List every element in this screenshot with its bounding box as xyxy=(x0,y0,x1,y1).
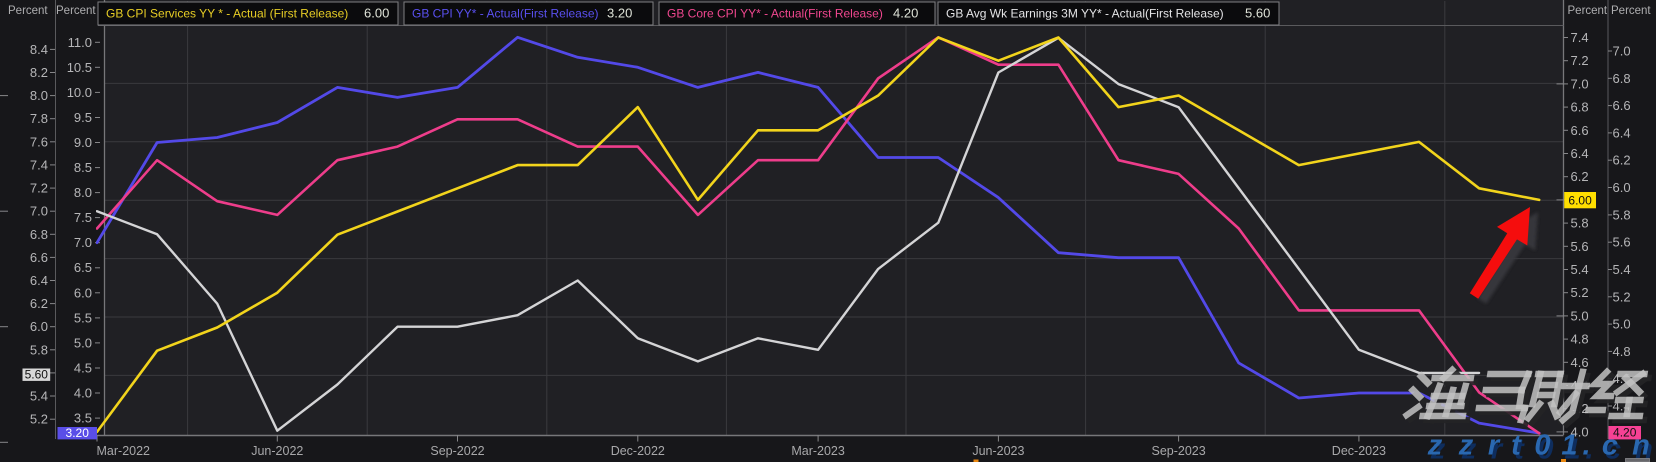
svg-text:4.5: 4.5 xyxy=(74,361,92,376)
svg-text:.: . xyxy=(1585,434,1593,462)
svg-text:Dec-2022: Dec-2022 xyxy=(611,444,665,458)
svg-text:5.0: 5.0 xyxy=(1613,317,1631,332)
svg-text:5.2: 5.2 xyxy=(30,412,48,427)
svg-text:10.5: 10.5 xyxy=(67,60,92,75)
svg-text:t: t xyxy=(1511,430,1522,462)
svg-text:6.0: 6.0 xyxy=(30,319,48,334)
svg-text:6.6: 6.6 xyxy=(1613,98,1631,113)
svg-text:4.0: 4.0 xyxy=(74,386,92,401)
svg-text:6.0: 6.0 xyxy=(1613,180,1631,195)
svg-text:6.00: 6.00 xyxy=(364,6,389,21)
svg-text:4.0: 4.0 xyxy=(1571,424,1589,439)
svg-text:r: r xyxy=(1491,434,1504,462)
svg-text:7.4: 7.4 xyxy=(30,157,48,172)
svg-text:Sep-2022: Sep-2022 xyxy=(430,444,484,458)
svg-text:z: z xyxy=(1430,434,1446,462)
svg-text:GB CPI YY* - Actual(First Rele: GB CPI YY* - Actual(First Release) xyxy=(412,7,599,21)
svg-text:z: z xyxy=(1427,430,1443,462)
svg-text:6.5: 6.5 xyxy=(74,260,92,275)
svg-text:Dec-2023: Dec-2023 xyxy=(1332,444,1386,458)
svg-text:Percent: Percent xyxy=(8,5,48,17)
svg-text:5.4: 5.4 xyxy=(30,389,48,404)
svg-text:6.0: 6.0 xyxy=(74,285,92,300)
svg-text:3.20: 3.20 xyxy=(66,426,90,440)
svg-text:8.5: 8.5 xyxy=(74,160,92,175)
svg-text:6.00: 6.00 xyxy=(1568,194,1592,208)
svg-text:7.2: 7.2 xyxy=(30,181,48,196)
svg-text:6.8: 6.8 xyxy=(1571,100,1589,115)
svg-text:Mar-2023: Mar-2023 xyxy=(791,444,845,458)
svg-text:6.4: 6.4 xyxy=(1571,146,1589,161)
svg-text:0: 0 xyxy=(1537,434,1553,462)
svg-text:8.0: 8.0 xyxy=(30,88,48,103)
svg-text:10.0: 10.0 xyxy=(67,85,92,100)
svg-text:7.0: 7.0 xyxy=(30,204,48,219)
svg-text:Jun-2022: Jun-2022 xyxy=(251,444,303,458)
svg-text:8.4: 8.4 xyxy=(30,42,48,57)
svg-text:n: n xyxy=(1635,434,1653,462)
svg-text:GB Avg Wk Earnings 3M YY* - Ac: GB Avg Wk Earnings 3M YY* - Actual(First… xyxy=(946,7,1224,21)
svg-text:1: 1 xyxy=(1561,430,1577,462)
svg-text:Sep-2023: Sep-2023 xyxy=(1151,444,1205,458)
svg-text:8.2: 8.2 xyxy=(30,65,48,80)
svg-text:6.4: 6.4 xyxy=(1613,125,1631,140)
svg-text:7.0: 7.0 xyxy=(74,235,92,250)
svg-text:0: 0 xyxy=(1534,430,1550,462)
svg-text:.: . xyxy=(1582,430,1590,462)
svg-text:5.4: 5.4 xyxy=(1613,262,1631,277)
svg-text:Jun-2023: Jun-2023 xyxy=(972,444,1024,458)
svg-text:1: 1 xyxy=(1564,434,1580,462)
svg-text:8.0: 8.0 xyxy=(74,185,92,200)
svg-text:5.4: 5.4 xyxy=(1571,262,1589,277)
svg-text:7.0: 7.0 xyxy=(1571,76,1589,91)
svg-text:5.6: 5.6 xyxy=(1613,235,1631,250)
svg-text:6.8: 6.8 xyxy=(30,227,48,242)
svg-text:Mar-2022: Mar-2022 xyxy=(97,444,151,458)
svg-text:4.20: 4.20 xyxy=(1613,426,1637,440)
svg-text:7.2: 7.2 xyxy=(1571,53,1589,68)
svg-text:z: z xyxy=(1458,430,1474,462)
svg-text:11.0: 11.0 xyxy=(68,35,92,50)
svg-text:Percent: Percent xyxy=(1611,5,1651,17)
svg-text:4.8: 4.8 xyxy=(1571,332,1589,347)
svg-text:3.5: 3.5 xyxy=(74,411,92,426)
svg-text:Percent: Percent xyxy=(1568,5,1608,17)
svg-text:5.8: 5.8 xyxy=(1613,207,1631,222)
svg-text:5.0: 5.0 xyxy=(74,335,92,350)
svg-text:GB Core CPI YY* - Actual(First: GB Core CPI YY* - Actual(First Release) xyxy=(667,7,883,21)
svg-text:r: r xyxy=(1488,430,1501,462)
svg-text:GB CPI Services YY * - Actual: GB CPI Services YY * - Actual (First Rel… xyxy=(106,7,348,21)
svg-text:5.6: 5.6 xyxy=(1571,239,1589,254)
svg-text:6.4: 6.4 xyxy=(30,273,48,288)
svg-text:6.2: 6.2 xyxy=(1571,169,1589,184)
svg-text:6.6: 6.6 xyxy=(1571,123,1589,138)
svg-text:5.60: 5.60 xyxy=(25,367,49,381)
svg-text:6.6: 6.6 xyxy=(30,250,48,265)
svg-text:Percent: Percent xyxy=(56,5,96,17)
svg-text:5.2: 5.2 xyxy=(1613,289,1631,304)
svg-text:z: z xyxy=(1461,434,1477,462)
svg-text:6.8: 6.8 xyxy=(1613,71,1631,86)
svg-text:9.5: 9.5 xyxy=(74,110,92,125)
svg-text:c: c xyxy=(1605,434,1621,462)
svg-text:7.8: 7.8 xyxy=(30,111,48,126)
svg-text:6.2: 6.2 xyxy=(30,296,48,311)
svg-text:4.8: 4.8 xyxy=(1613,344,1631,359)
svg-text:7.5: 7.5 xyxy=(74,210,92,225)
svg-text:7.0: 7.0 xyxy=(1613,44,1631,59)
svg-text:5.5: 5.5 xyxy=(74,310,92,325)
svg-text:4.6: 4.6 xyxy=(1571,355,1589,370)
svg-text:6.2: 6.2 xyxy=(1613,153,1631,168)
svg-text:5.8: 5.8 xyxy=(1571,216,1589,231)
svg-text:5.8: 5.8 xyxy=(30,342,48,357)
svg-text:4.20: 4.20 xyxy=(893,6,918,21)
svg-text:t: t xyxy=(1514,434,1525,462)
svg-text:9.0: 9.0 xyxy=(74,135,92,150)
svg-text:7.4: 7.4 xyxy=(1571,30,1589,45)
svg-text:7.6: 7.6 xyxy=(30,134,48,149)
svg-text:5.2: 5.2 xyxy=(1571,285,1589,300)
svg-text:5.0: 5.0 xyxy=(1571,308,1589,323)
svg-text:5.60: 5.60 xyxy=(1245,6,1270,21)
svg-text:3.20: 3.20 xyxy=(607,6,632,21)
